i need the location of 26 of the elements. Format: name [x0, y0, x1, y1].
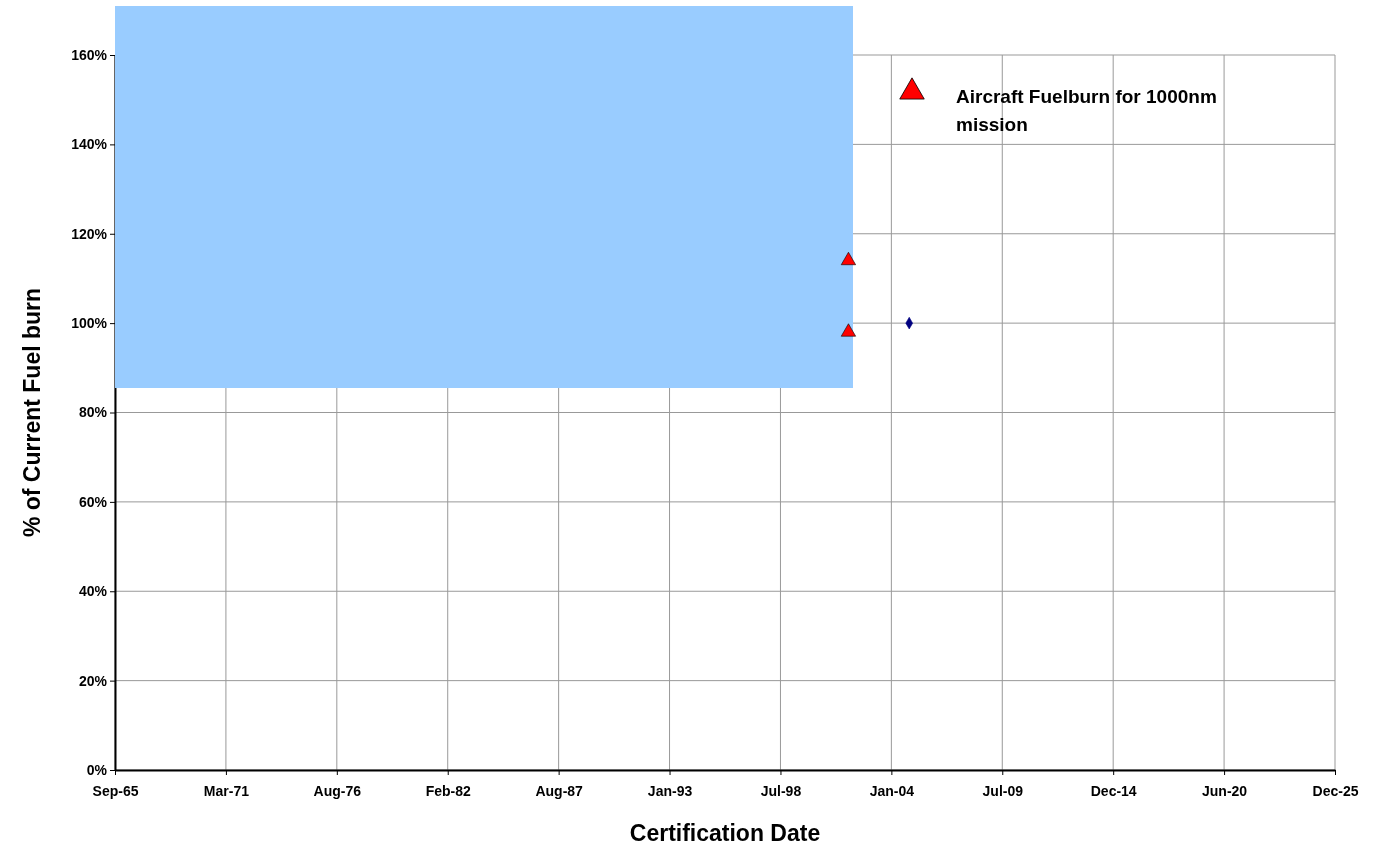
y-tick-label: 80% [78, 404, 108, 421]
x-tick-label: Sep-65 [92, 783, 139, 800]
x-tick-label: Jan-04 [869, 783, 915, 800]
y-tick-label: 140% [71, 136, 108, 153]
y-tick-label: 120% [71, 225, 108, 242]
y-tick-label: 0% [86, 761, 108, 778]
y-tick-label: 60% [78, 493, 108, 510]
x-tick-label: Jun-20 [1202, 783, 1248, 800]
legend-label: Aircraft Fuelburn for 1000nm mission [956, 86, 1217, 135]
x-tick-label: Dec-14 [1090, 783, 1137, 800]
y-tick-label: 40% [78, 583, 108, 600]
x-tick-label: Feb-82 [425, 783, 471, 800]
x-tick-label: Dec-25 [1312, 783, 1359, 800]
y-tick-label: 100% [71, 315, 108, 332]
x-tick-label: Mar-71 [203, 783, 250, 800]
point [840, 323, 856, 337]
y-axis-title: % of Current Fuel burn [19, 287, 45, 538]
y-tick-label: 160% [71, 46, 108, 63]
x-tick-label: Aug-76 [313, 783, 362, 800]
x-axis-title: Certification Date [629, 820, 821, 846]
y-tick-label: 20% [78, 672, 108, 689]
point [840, 251, 856, 266]
x-tick-label: Jul-98 [760, 783, 802, 800]
x-tick-label: Jan-93 [647, 783, 693, 800]
x-tick-label: Jul-09 [982, 783, 1024, 800]
x-tick-label: Aug-87 [535, 783, 584, 800]
